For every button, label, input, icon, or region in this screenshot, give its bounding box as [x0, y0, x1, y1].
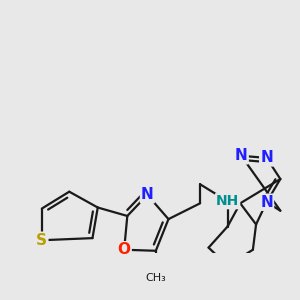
Text: N: N	[260, 150, 273, 165]
Text: N: N	[260, 195, 273, 210]
Text: S: S	[36, 233, 47, 248]
Text: N: N	[141, 188, 154, 202]
Text: CH₃: CH₃	[146, 274, 166, 284]
Text: NH: NH	[216, 194, 239, 208]
Text: O: O	[118, 242, 130, 257]
Text: N: N	[235, 148, 248, 163]
